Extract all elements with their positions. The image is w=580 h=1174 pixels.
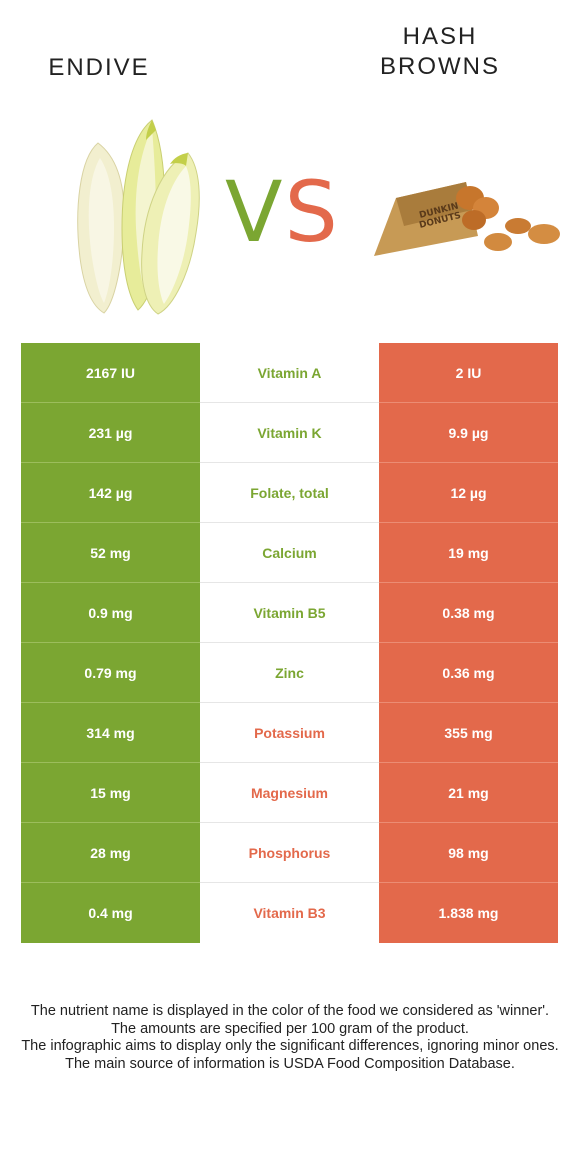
left-value-cell: 231 µg <box>21 403 200 463</box>
left-value-cell: 2167 IU <box>21 343 200 403</box>
right-value-cell: 1.838 mg <box>379 883 558 943</box>
hash-browns-image: DUNKIN' DONUTS <box>374 182 560 256</box>
right-value-cell: 9.9 µg <box>379 403 558 463</box>
right-food-title: HASH BROWNS <box>380 23 500 80</box>
footnote-2: The amounts are specified per 100 gram o… <box>111 1020 469 1037</box>
table-row: 142 µg Folate, total 12 µg <box>21 463 558 523</box>
left-value-cell: 0.9 mg <box>21 583 200 643</box>
nutrient-name-cell: Magnesium <box>200 763 379 823</box>
footnotes: The nutrient name is displayed in the co… <box>18 1003 562 1073</box>
table-row: 314 mg Potassium 355 mg <box>21 703 558 763</box>
footnote-4: The main source of information is USDA F… <box>65 1055 515 1072</box>
table-row: 231 µg Vitamin K 9.9 µg <box>21 403 558 463</box>
left-value-cell: 52 mg <box>21 523 200 583</box>
nutrient-name-cell: Potassium <box>200 703 379 763</box>
table-row: 15 mg Magnesium 21 mg <box>21 763 558 823</box>
right-value-cell: 21 mg <box>379 763 558 823</box>
nutrient-name-cell: Phosphorus <box>200 823 379 883</box>
right-value-cell: 0.36 mg <box>379 643 558 703</box>
left-value-cell: 0.4 mg <box>21 883 200 943</box>
table-row: 0.79 mg Zinc 0.36 mg <box>21 643 558 703</box>
nutrient-name-cell: Vitamin A <box>200 343 379 403</box>
footnote-3: The infographic aims to display only the… <box>21 1038 559 1054</box>
nutrient-name-cell: Calcium <box>200 523 379 583</box>
right-value-cell: 0.38 mg <box>379 583 558 643</box>
table-row: 28 mg Phosphorus 98 mg <box>21 823 558 883</box>
left-value-cell: 0.79 mg <box>21 643 200 703</box>
table-row: 0.9 mg Vitamin B5 0.38 mg <box>21 583 558 643</box>
left-value-cell: 15 mg <box>21 763 200 823</box>
right-value-cell: 2 IU <box>379 343 558 403</box>
footnote-1: The nutrient name is displayed in the co… <box>30 1003 550 1019</box>
right-value-cell: 12 µg <box>379 463 558 523</box>
table-row: 0.4 mg Vitamin B3 1.838 mg <box>21 883 558 943</box>
left-food-title: ENDIVE <box>48 54 150 81</box>
nutrient-name-cell: Folate, total <box>200 463 379 523</box>
left-value-cell: 314 mg <box>21 703 200 763</box>
right-value-cell: 98 mg <box>379 823 558 883</box>
nutrient-name-cell: Vitamin K <box>200 403 379 463</box>
nutrient-name-cell: Zinc <box>200 643 379 703</box>
left-value-cell: 142 µg <box>21 463 200 523</box>
nutrient-name-cell: Vitamin B5 <box>200 583 379 643</box>
vs-label: VS <box>225 163 340 261</box>
right-value-cell: 355 mg <box>379 703 558 763</box>
right-value-cell: 19 mg <box>379 523 558 583</box>
table-row: 52 mg Calcium 19 mg <box>21 523 558 583</box>
nutrient-name-cell: Vitamin B3 <box>200 883 379 943</box>
left-value-cell: 28 mg <box>21 823 200 883</box>
endive-image <box>77 119 200 315</box>
